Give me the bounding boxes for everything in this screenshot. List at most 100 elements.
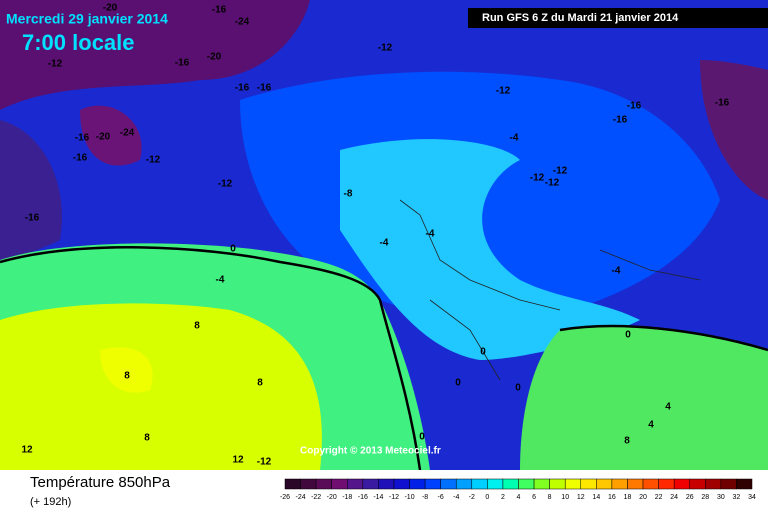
colorbar-tick: -12 — [389, 494, 399, 501]
colorbar-cell — [627, 478, 644, 490]
contour-label: 12 — [232, 455, 244, 466]
colorbar-cell — [736, 478, 753, 490]
contour-label: -4 — [426, 229, 435, 240]
contour-label: 8 — [624, 436, 630, 447]
contour-label: -16 — [75, 133, 90, 144]
colorbar-cell — [658, 478, 675, 490]
copyright: Copyright © 2013 Meteociel.fr — [300, 446, 441, 457]
contour-label: -4 — [510, 133, 519, 144]
contour-label: 8 — [257, 378, 263, 389]
contour-label: -16 — [73, 153, 88, 164]
contour-label: -16 — [235, 83, 250, 94]
colorbar-cell — [487, 478, 504, 490]
contour-label: -4 — [612, 266, 621, 277]
contour-label: -12 — [545, 178, 560, 189]
colorbar-tick: 20 — [639, 494, 647, 501]
contour-label: -12 — [257, 457, 272, 468]
run-box — [468, 8, 768, 28]
colorbar-cell — [331, 478, 348, 490]
colorbar-tick: 2 — [501, 494, 505, 501]
colorbar-tick: 30 — [717, 494, 725, 501]
colorbar-cell — [611, 478, 628, 490]
colorbar-tick: -24 — [296, 494, 306, 501]
contour-label: -12 — [378, 43, 393, 54]
contour-label: -12 — [530, 173, 545, 184]
colorbar-tick: -20 — [327, 494, 337, 501]
cold-region — [80, 105, 142, 166]
colorbar-tick: 16 — [608, 494, 616, 501]
footer-lead: (+ 192h) — [30, 496, 71, 508]
zero-isotherm — [559, 324, 768, 352]
colorbar-tick: 34 — [748, 494, 756, 501]
colorbar-cell — [580, 478, 597, 490]
colorbar-tick: 8 — [548, 494, 552, 501]
colorbar-tick: -22 — [311, 494, 321, 501]
colorbar-tick: 6 — [532, 494, 536, 501]
cold-region — [700, 60, 768, 200]
contour-label: -24 — [235, 17, 250, 28]
colorbar-cell — [455, 478, 473, 490]
contour-label: -16 — [25, 213, 40, 224]
colorbar-tick: 14 — [592, 494, 600, 501]
colorbar-cell — [440, 478, 457, 490]
colorbar-tick: 18 — [624, 494, 632, 501]
zero-isotherm — [0, 246, 422, 471]
colorbar-cell — [409, 478, 426, 490]
contour-label: 4 — [648, 420, 654, 431]
colorbar-tick: 22 — [655, 494, 663, 501]
contour-label: 0 — [625, 330, 631, 341]
map-date: Mercredi 29 janvier 2014 — [6, 11, 168, 27]
contour-label: -16 — [715, 98, 730, 109]
warm-region — [0, 303, 322, 470]
contour-label: -24 — [120, 128, 135, 139]
colorbar-cell — [642, 478, 659, 490]
contour-label: -4 — [216, 275, 225, 286]
contour-label: 0 — [515, 383, 521, 394]
colorbar-cell — [596, 478, 613, 490]
colorbar-tick: -16 — [358, 494, 368, 501]
contour-label: 0 — [419, 432, 425, 443]
contour-label: -20 — [207, 52, 222, 63]
cyan-region — [340, 139, 640, 360]
colorbar-cell — [673, 478, 690, 490]
contour-label: 0 — [230, 244, 236, 255]
colorbar-tick: 24 — [670, 494, 678, 501]
contour-label: -16 — [627, 101, 642, 112]
colorbar-tick: 28 — [701, 494, 709, 501]
contour-label: -16 — [257, 83, 272, 94]
contour-label: 8 — [124, 371, 130, 382]
colorbar-cell — [502, 478, 519, 490]
colorbar-tick: -8 — [422, 494, 428, 501]
contour-label: -12 — [48, 59, 63, 70]
contour-label: -12 — [218, 179, 233, 190]
colorbar-cell — [533, 478, 550, 490]
colorbar-tick: 32 — [733, 494, 741, 501]
coastline — [399, 199, 701, 381]
run-info: Run GFS 6 Z du Mardi 21 janvier 2014 — [482, 12, 679, 24]
colorbar-cell — [564, 478, 582, 490]
colorbar-tick: -6 — [438, 494, 444, 501]
contour-label: 8 — [144, 433, 150, 444]
colorbar-tick: 0 — [485, 494, 489, 501]
colorbar-cell — [378, 478, 395, 490]
contour-label: -16 — [212, 5, 227, 16]
contour-label: 0 — [480, 347, 486, 358]
colorbar-tick: -14 — [373, 494, 383, 501]
colorbar-cell — [424, 478, 441, 490]
colorbar-cell — [720, 478, 737, 490]
footer — [0, 470, 768, 512]
colorbar-tick: -2 — [469, 494, 475, 501]
contour-label: 8 — [194, 321, 200, 332]
contour-label: -4 — [380, 238, 389, 249]
contour-label: -20 — [96, 132, 111, 143]
map-time: 7:00 locale — [22, 30, 135, 55]
cold-region — [0, 0, 310, 110]
contour-label: -20 — [103, 3, 118, 14]
colorbar-tick: 12 — [577, 494, 585, 501]
contour-label: -8 — [344, 189, 353, 200]
colorbar-tick: -26 — [280, 494, 290, 501]
colorbar-tick: -10 — [404, 494, 414, 501]
contour-label: 0 — [455, 378, 461, 389]
contour-label: 12 — [21, 445, 33, 456]
